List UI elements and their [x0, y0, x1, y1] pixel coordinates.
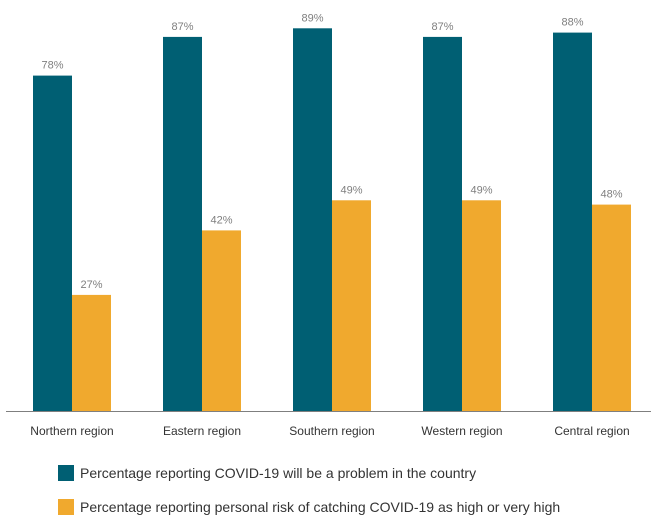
legend-swatch-series-2: [58, 499, 74, 515]
bar-series-2-0: [72, 294, 111, 411]
legend-item-series-1: Percentage reporting COVID-19 will be a …: [58, 462, 560, 484]
bar-series-2-4: [592, 204, 631, 411]
data-label-series-2-1: 42%: [210, 214, 232, 226]
data-label-series-2-3: 49%: [470, 184, 492, 196]
category-label-4: Central region: [554, 424, 629, 438]
category-label-1: Eastern region: [163, 424, 241, 438]
chart-legend: Percentage reporting COVID-19 will be a …: [58, 462, 560, 530]
bar-series-1-3: [423, 36, 462, 412]
legend-item-series-2: Percentage reporting personal risk of ca…: [58, 496, 560, 518]
bar-series-1-4: [553, 32, 592, 411]
legend-label-series-1: Percentage reporting COVID-19 will be a …: [80, 465, 477, 481]
data-label-series-1-0: 78%: [41, 60, 63, 72]
legend-label-series-2: Percentage reporting personal risk of ca…: [80, 499, 561, 515]
category-label-3: Western region: [421, 424, 502, 438]
data-label-series-2-2: 49%: [340, 184, 362, 196]
bar-series-2-3: [462, 200, 501, 411]
data-label-series-2-4: 48%: [600, 189, 622, 201]
bar-series-1-2: [293, 28, 332, 412]
bar-chart: 78% 27% Northern region 87% 42% Eastern regio…: [6, 12, 651, 438]
data-label-series-2-0: 27%: [80, 279, 102, 291]
data-label-series-1-4: 88%: [561, 17, 583, 29]
data-label-series-1-2: 89%: [301, 12, 323, 24]
bar-series-2-1: [202, 230, 241, 411]
bar-series-2-2: [332, 200, 371, 411]
legend-swatch-series-1: [58, 465, 74, 481]
data-label-series-1-3: 87%: [431, 21, 453, 33]
bar-series-1-1: [163, 36, 202, 412]
bar-series-1-0: [33, 75, 72, 411]
category-label-2: Southern region: [289, 424, 374, 438]
category-label-0: Northern region: [30, 424, 113, 438]
data-label-series-1-1: 87%: [171, 21, 193, 33]
